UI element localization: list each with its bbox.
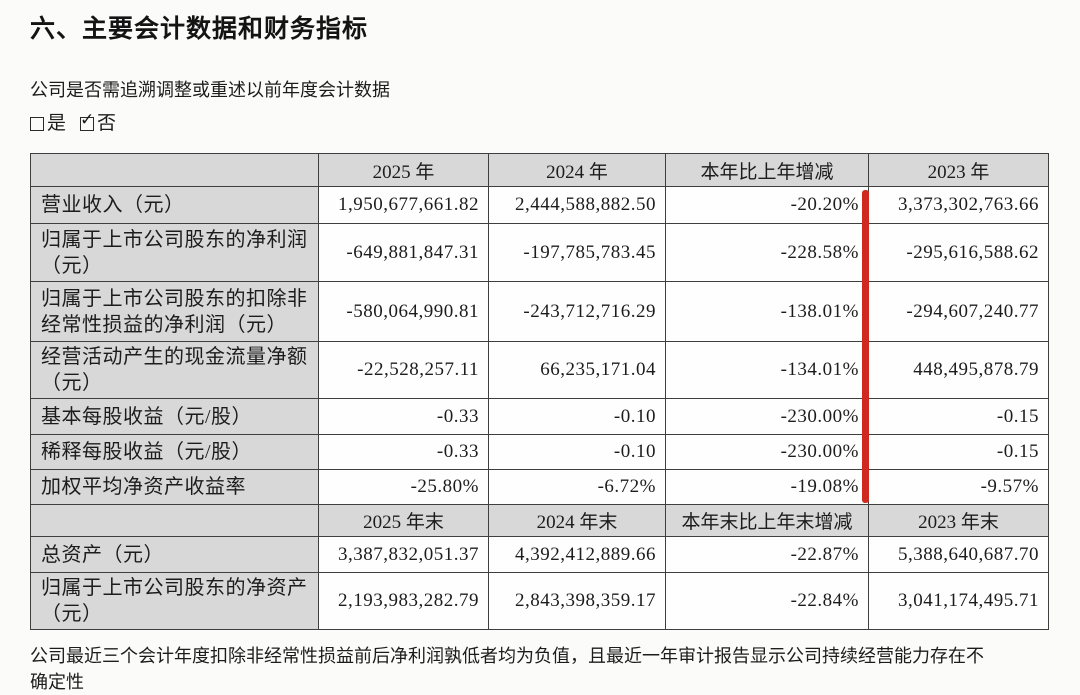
header-year-end-change: 本年末比上年末增减	[665, 504, 869, 537]
table-row-revenue: 营业收入（元） 1,950,677,661.82 2,444,588,882.5…	[30, 186, 1049, 224]
value-2024: 66,235,171.04	[488, 341, 666, 399]
footer-note-line2-clipped: 确定性	[30, 672, 84, 692]
table-row-total-assets: 总资产（元） 3,387,832,051.37 4,392,412,889.66…	[30, 536, 1049, 573]
table-row-basic-eps: 基本每股收益（元/股） -0.33 -0.10 -230.00% -0.15	[30, 398, 1049, 435]
header-2025: 2025 年	[318, 153, 489, 187]
table-row-diluted-eps: 稀释每股收益（元/股） -0.33 -0.10 -230.00% -0.15	[30, 434, 1049, 470]
value-change: -22.87%	[665, 536, 869, 573]
header-row-year-end: 2025 年末 2024 年末 本年末比上年末增减 2023 年末	[30, 504, 1049, 537]
value-2023: 5,388,640,687.70	[868, 536, 1049, 573]
row-label: 归属于上市公司股东的净利润（元）	[30, 223, 319, 282]
financial-indicators-table: 2025 年 2024 年 本年比上年增减 2023 年 营业收入（元） 1,9…	[30, 153, 1049, 630]
value-2023: 448,495,878.79	[868, 341, 1049, 399]
row-label: 营业收入（元）	[30, 186, 319, 224]
value-2025: -580,064,990.81	[318, 281, 489, 342]
table-row-net-profit: 归属于上市公司股东的净利润（元） -649,881,847.31 -197,78…	[30, 223, 1049, 282]
header-yoy-change: 本年比上年增减	[665, 153, 869, 187]
value-2023: -295,616,588.62	[868, 223, 1049, 282]
value-2025: -0.33	[318, 434, 489, 470]
report-page: 六、主要会计数据和财务指标 公司是否需追溯调整或重述以前年度会计数据 是 ✓ 否…	[30, 16, 1080, 692]
header-2024: 2024 年	[488, 153, 666, 187]
check-icon: ✓	[80, 110, 95, 130]
restatement-options: 是 ✓ 否	[30, 112, 1080, 136]
footer-note-line1: 公司最近三个会计年度扣除非经常性损益前后净利润孰低者均为负值，且最近一年审计报告…	[30, 646, 984, 666]
value-2024: -243,712,716.29	[488, 281, 666, 342]
row-label: 加权平均净资产收益率	[30, 469, 319, 505]
row-label: 归属于上市公司股东的扣除非经常性损益的净利润（元）	[30, 281, 319, 342]
value-2023: -294,607,240.77	[868, 281, 1049, 342]
table-row-deducted-net-profit: 归属于上市公司股东的扣除非经常性损益的净利润（元） -580,064,990.8…	[30, 281, 1049, 342]
table-row-net-assets: 归属于上市公司股东的净资产（元） 2,193,983,282.79 2,843,…	[30, 572, 1049, 630]
value-2024: 4,392,412,889.66	[488, 536, 666, 573]
value-change: -138.01%	[665, 281, 869, 342]
header-2023: 2023 年	[868, 153, 1049, 187]
value-2023: 3,373,302,763.66	[868, 186, 1049, 224]
red-annotation-line	[862, 190, 869, 503]
row-label: 稀释每股收益（元/股）	[30, 434, 319, 470]
header-2023-end: 2023 年末	[868, 504, 1049, 537]
value-2023: 3,041,174,495.71	[868, 572, 1049, 630]
value-2025: -0.33	[318, 398, 489, 435]
checkbox-unchecked-icon	[30, 117, 44, 131]
header-blank-cell	[30, 504, 319, 537]
value-2024: -0.10	[488, 398, 666, 435]
value-2023: -0.15	[868, 434, 1049, 470]
header-row-annual: 2025 年 2024 年 本年比上年增减 2023 年	[30, 153, 1049, 187]
option-no-label: 否	[97, 113, 117, 134]
value-change: -228.58%	[665, 223, 869, 282]
value-2025: -25.80%	[318, 469, 489, 505]
header-blank-cell	[30, 153, 319, 187]
value-2025: -22,528,257.11	[318, 341, 489, 399]
section-title: 六、主要会计数据和财务指标	[30, 16, 369, 43]
value-2024: 2,843,398,359.17	[488, 572, 666, 630]
value-2024: -0.10	[488, 434, 666, 470]
value-2023: -9.57%	[868, 469, 1049, 505]
value-2025: 3,387,832,051.37	[318, 536, 489, 573]
value-2024: -6.72%	[488, 469, 666, 505]
header-2024-end: 2024 年末	[488, 504, 666, 537]
value-change: -134.01%	[665, 341, 869, 399]
value-2025: 2,193,983,282.79	[318, 572, 489, 630]
option-yes-label: 是	[47, 113, 67, 134]
value-change: -20.20%	[665, 186, 869, 224]
value-change: -19.08%	[665, 469, 869, 505]
value-change: -230.00%	[665, 398, 869, 435]
value-change: -22.84%	[665, 572, 869, 630]
value-2023: -0.15	[868, 398, 1049, 435]
row-label: 经营活动产生的现金流量净额（元）	[30, 341, 319, 399]
checkbox-checked-icon: ✓	[80, 112, 94, 131]
option-yes: 是	[30, 112, 66, 136]
table-row-operating-cash-flow: 经营活动产生的现金流量净额（元） -22,528,257.11 66,235,1…	[30, 341, 1049, 399]
option-no: ✓ 否	[80, 112, 116, 136]
restatement-question: 公司是否需追溯调整或重述以前年度会计数据	[30, 80, 390, 100]
value-2025: 1,950,677,661.82	[318, 186, 489, 224]
header-2025-end: 2025 年末	[318, 504, 489, 537]
table-row-weighted-roe: 加权平均净资产收益率 -25.80% -6.72% -19.08% -9.57%	[30, 469, 1049, 505]
row-label: 基本每股收益（元/股）	[30, 398, 319, 435]
value-2024: 2,444,588,882.50	[488, 186, 666, 224]
row-label: 归属于上市公司股东的净资产（元）	[30, 572, 319, 630]
value-change: -230.00%	[665, 434, 869, 470]
value-2025: -649,881,847.31	[318, 223, 489, 282]
value-2024: -197,785,783.45	[488, 223, 666, 282]
row-label: 总资产（元）	[30, 536, 319, 573]
